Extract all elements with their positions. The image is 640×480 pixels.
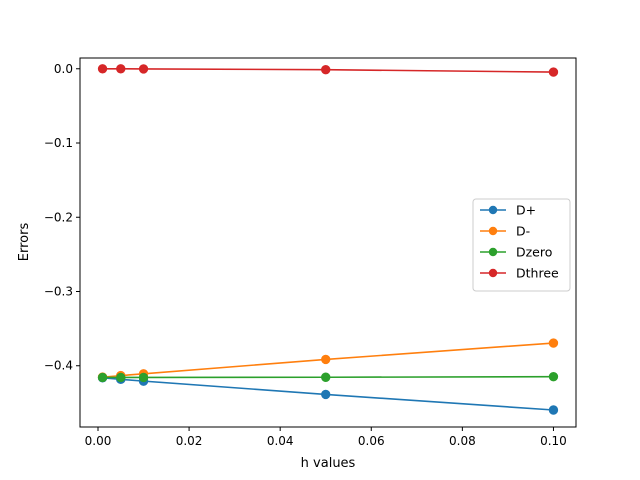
legend-marker	[488, 268, 498, 278]
legend-label: D+	[516, 203, 536, 218]
data-point-dzero	[97, 372, 108, 383]
data-point-dzero	[548, 371, 559, 382]
data-point-dthree	[116, 64, 126, 74]
x-tick-label: 0.02	[176, 434, 203, 448]
y-tick-label: −0.4	[44, 359, 73, 373]
y-tick-label: −0.3	[44, 285, 73, 299]
plot-frame	[79, 57, 577, 428]
data-point-dthree	[97, 64, 108, 74]
series-dthree	[97, 64, 559, 77]
x-tick-label: 0.08	[449, 434, 476, 448]
x-tick-label: 0.00	[85, 434, 112, 448]
legend-item: Dthree	[480, 266, 559, 281]
legend-label: Dzero	[516, 245, 552, 260]
data-point-dthree	[321, 64, 331, 75]
data-point-dzero	[138, 372, 149, 383]
y-axis: 0.0 −0.1 −0.2 −0.3 −0.4	[44, 62, 80, 373]
legend-item: D-	[480, 224, 530, 239]
y-tick-label: −0.2	[44, 210, 73, 224]
series-dzero	[97, 371, 559, 383]
y-axis-label: Errors	[17, 223, 32, 262]
data-point-d	[548, 338, 559, 348]
legend-label: Dthree	[516, 266, 559, 281]
x-tick-label: 0.04	[267, 434, 294, 448]
legend-item: Dzero	[480, 245, 552, 260]
data-point-d	[321, 389, 331, 400]
legend-label: D-	[516, 224, 530, 239]
data-point-dthree	[138, 64, 149, 74]
legend-marker	[488, 247, 498, 257]
x-tick-label: 0.06	[358, 434, 385, 448]
legend-marker	[488, 226, 498, 236]
y-tick-label: −0.1	[44, 136, 73, 150]
x-axis-label: h values	[301, 456, 356, 471]
series-layer	[97, 64, 559, 415]
x-tick-label: 0.10	[540, 434, 567, 448]
data-point-dzero	[116, 372, 126, 383]
legend-item: D+	[480, 203, 536, 218]
legend: D+ D- Dzero Dthree	[472, 198, 571, 292]
legend-marker	[488, 205, 498, 215]
data-point-d	[321, 354, 331, 365]
y-tick-label: 0.0	[54, 62, 73, 76]
legend-box	[472, 198, 571, 292]
data-point-dzero	[321, 372, 331, 382]
x-axis: 0.00 0.02 0.04 0.06 0.08 0.10	[85, 427, 567, 448]
data-point-dthree	[548, 67, 559, 77]
data-point-d	[548, 405, 559, 415]
